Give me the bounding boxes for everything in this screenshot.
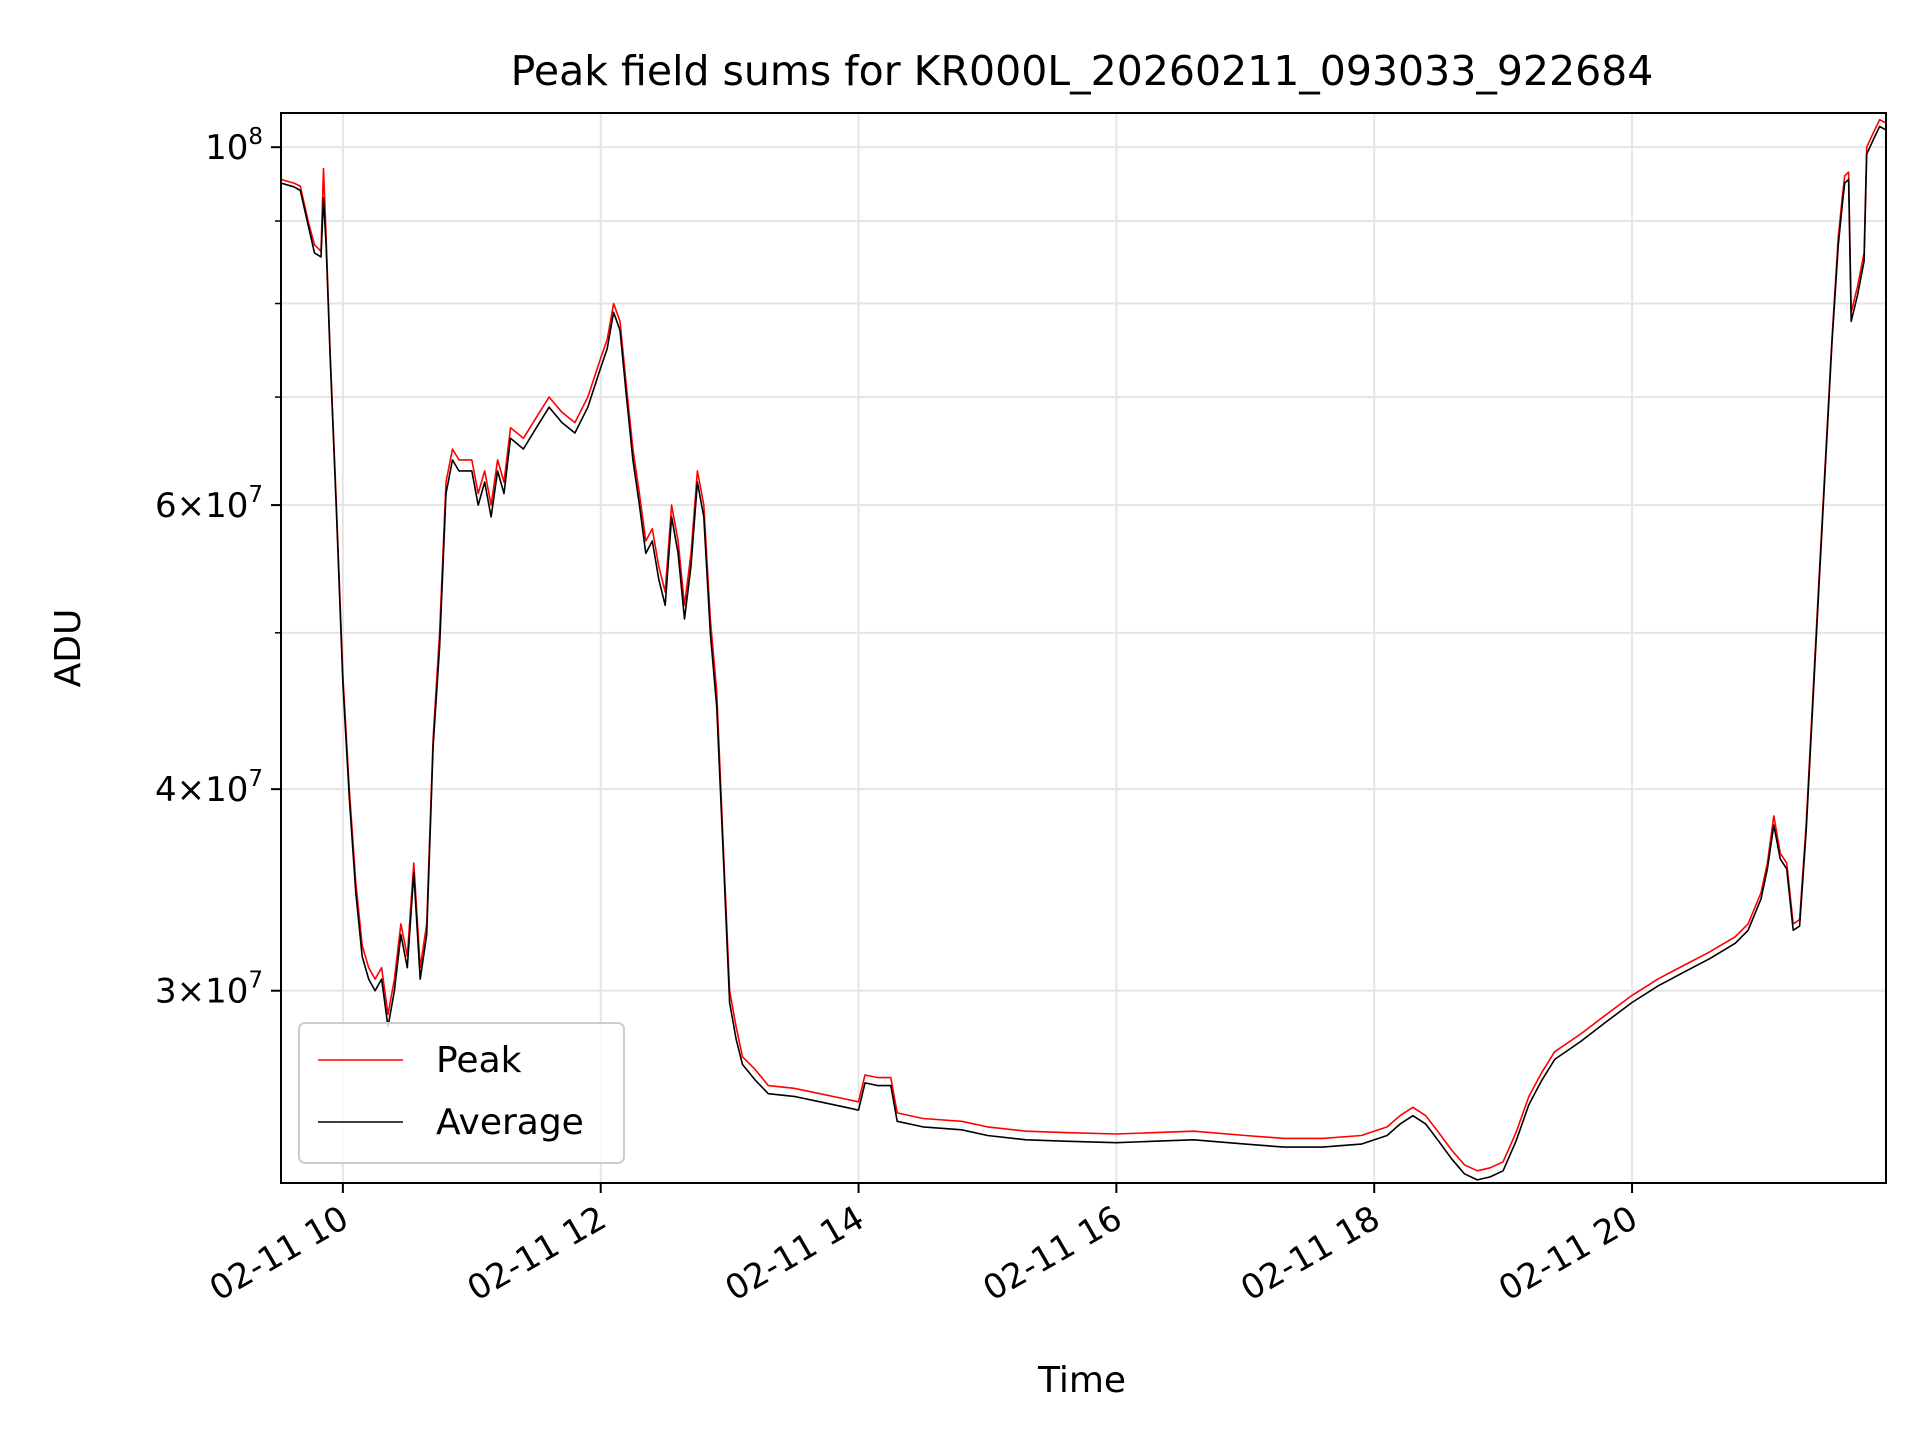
legend: Peak Average (298, 1022, 625, 1164)
series-layer (280, 118, 1887, 1181)
y-tick-exponent: 7 (248, 968, 263, 994)
x-axis-label: Time (1037, 1360, 1126, 1401)
plot-frame (280, 112, 1887, 1184)
y-tick-label: 108 (205, 124, 263, 168)
legend-label-average: Average (436, 1102, 584, 1143)
y-tick-mantissa: 4× (155, 770, 205, 810)
y-tick-exponent: 8 (248, 124, 263, 150)
y-tick-label: 3×107 (155, 968, 263, 1012)
y-tick-exponent: 7 (248, 482, 263, 508)
y-tick-label: 4×107 (155, 766, 263, 810)
y-tick-base: 10 (205, 770, 248, 810)
y-tick-base: 10 (205, 486, 248, 526)
legend-box (298, 1022, 625, 1164)
legend-label-peak: Peak (436, 1040, 522, 1081)
y-tick-label: 6×107 (155, 482, 263, 526)
series-line-average (280, 125, 1887, 1181)
y-tick-base: 10 (205, 972, 248, 1012)
y-tick-mantissa: 6× (155, 486, 205, 526)
y-tick-base: 10 (205, 128, 248, 168)
y-axis-label: ADU (48, 609, 89, 688)
chart-title: Peak field sums for KR000L_20260211_0930… (511, 47, 1654, 95)
y-tick-mantissa: 3× (155, 972, 205, 1012)
y-tick-exponent: 7 (248, 766, 263, 792)
